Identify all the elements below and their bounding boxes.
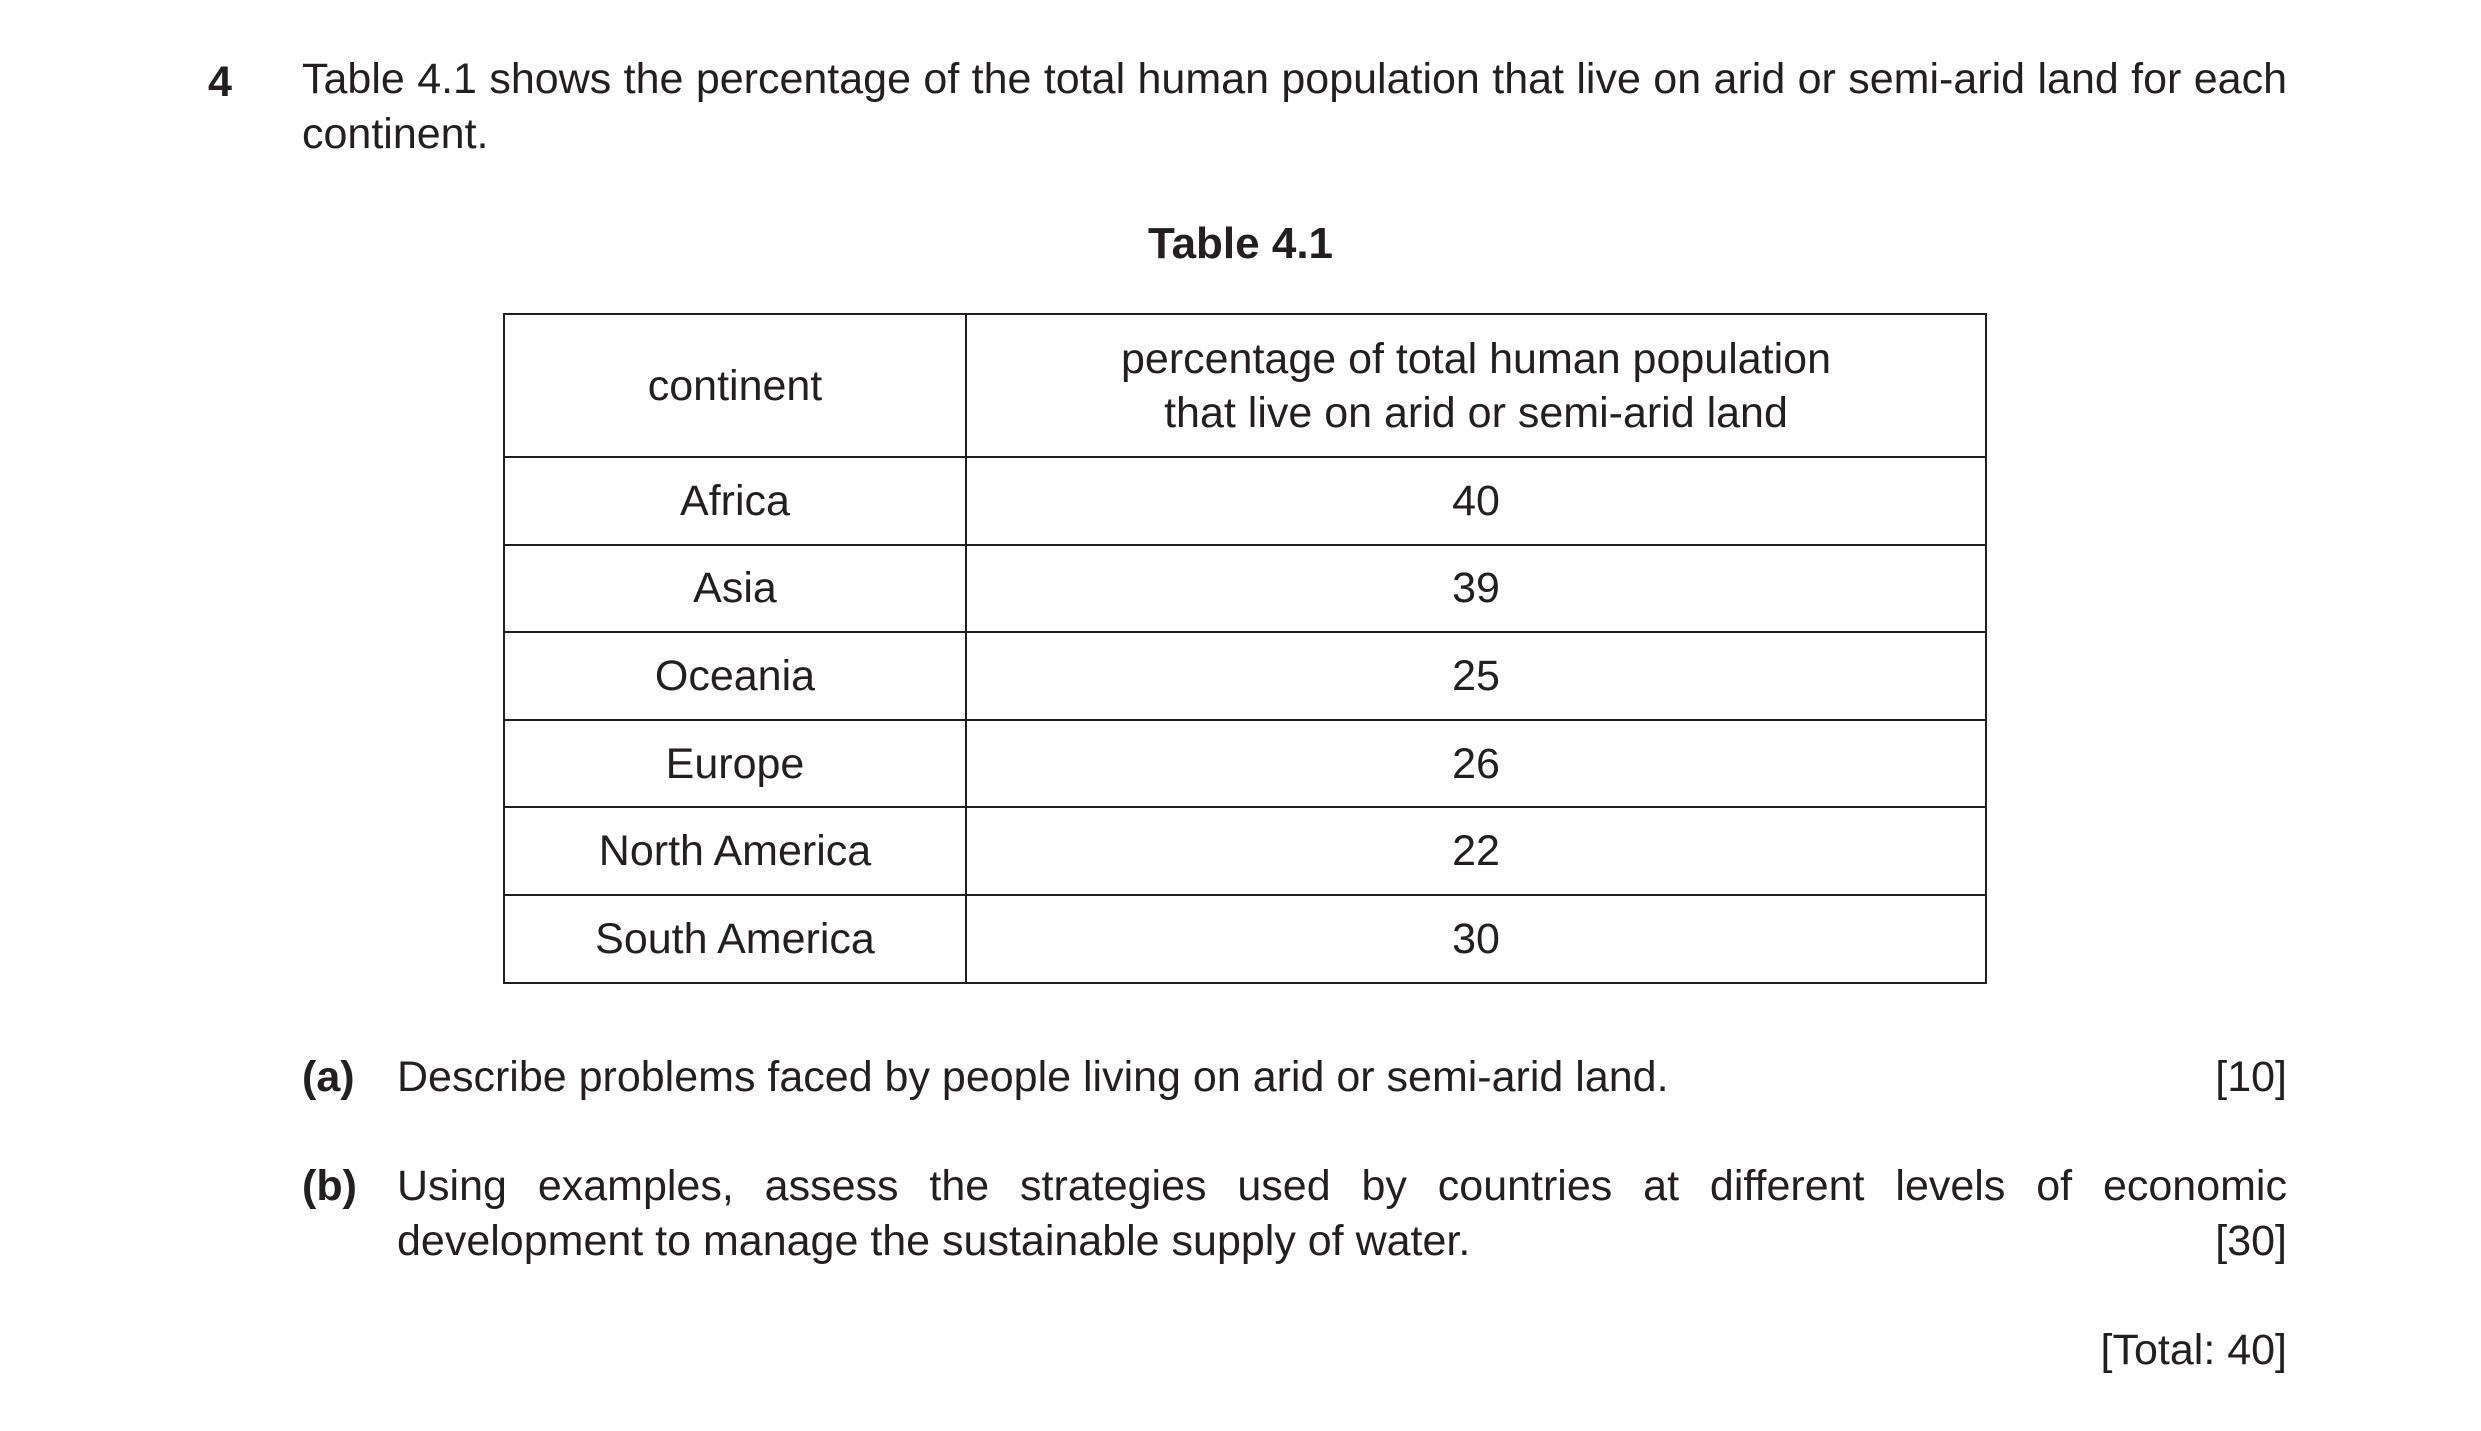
question-number: 4: [208, 58, 232, 106]
part-b-text-line2: development to manage the sustainable su…: [397, 1217, 1471, 1265]
total-marks: [Total: 40]: [2100, 1326, 2287, 1374]
population-table: continent percentage of total human popu…: [503, 313, 1987, 984]
header-percentage: percentage of total human population tha…: [965, 313, 1987, 458]
part-a-label: (a): [302, 1053, 355, 1101]
part-b-text-line1: Using examples, assess the strategies us…: [397, 1162, 2287, 1210]
cell-percentage: 22: [965, 806, 1987, 896]
table-row: South America 30: [503, 893, 1987, 984]
cell-percentage: 39: [965, 543, 1987, 634]
part-b-label: (b): [302, 1162, 357, 1210]
cell-percentage: 26: [965, 718, 1987, 809]
cell-continent: Oceania: [503, 631, 967, 721]
table-header-row: continent percentage of total human popu…: [503, 313, 1987, 458]
header-continent: continent: [503, 313, 967, 458]
table-row: North America 22: [503, 806, 1987, 896]
cell-percentage: 40: [965, 456, 1987, 546]
header-percentage-text: percentage of total human population tha…: [1120, 334, 1832, 437]
cell-percentage: 30: [965, 893, 1987, 984]
table-row: Oceania 25: [503, 631, 1987, 721]
table-caption: Table 4.1: [1147, 219, 1334, 268]
table-row: Europe 26: [503, 718, 1987, 809]
cell-continent: Asia: [503, 543, 967, 634]
cell-continent: Europe: [503, 718, 967, 809]
table-row: Asia 39: [503, 543, 1987, 634]
cell-continent: South America: [503, 893, 967, 984]
part-b-marks: [30]: [2215, 1217, 2287, 1265]
cell-percentage: 25: [965, 631, 1987, 721]
part-a-marks: [10]: [2215, 1053, 2287, 1101]
table-row: Africa 40: [503, 456, 1987, 546]
question-intro: Table 4.1 shows the percentage of the to…: [302, 55, 2287, 158]
part-a-text: Describe problems faced by people living…: [397, 1053, 1669, 1101]
cell-continent: Africa: [503, 456, 967, 546]
cell-continent: North America: [503, 806, 967, 896]
